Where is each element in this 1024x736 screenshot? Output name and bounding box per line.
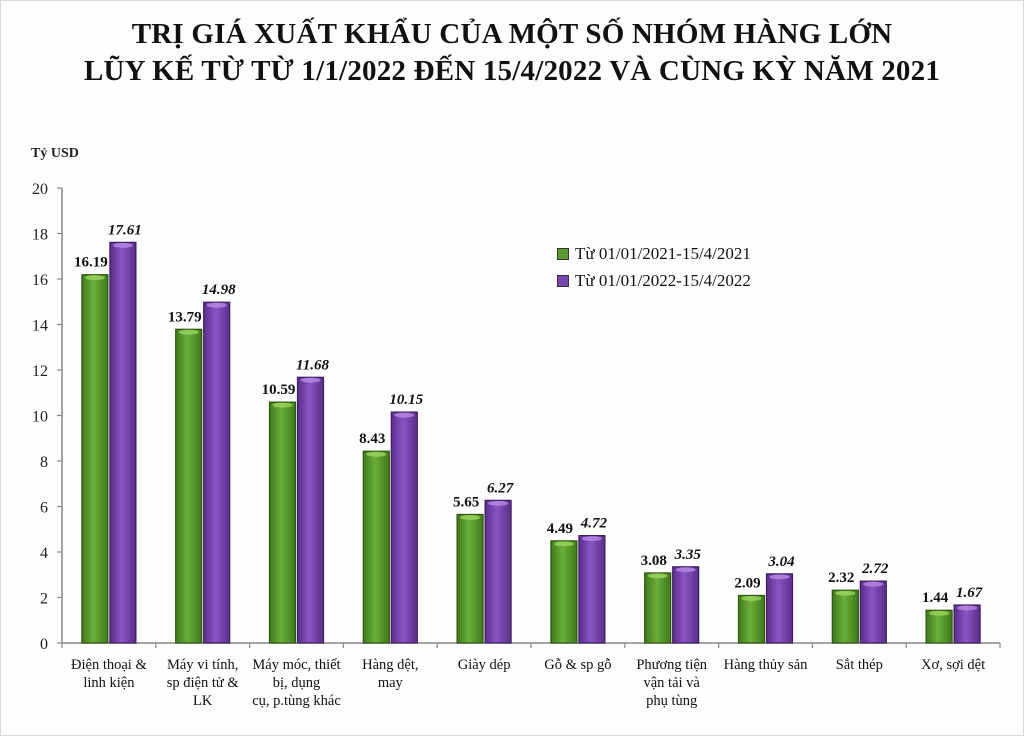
x-tick-label: Hàng thủy sản bbox=[723, 657, 808, 673]
x-tick-label: Hàng dệt, may bbox=[362, 657, 419, 691]
bar-2022: 14.98 bbox=[202, 282, 236, 644]
bar-2022: 11.68 bbox=[296, 357, 329, 644]
bar-2021: 4.49 bbox=[547, 521, 578, 644]
data-label: 4.72 bbox=[580, 516, 608, 532]
bar-2022: 17.61 bbox=[108, 222, 142, 644]
legend-swatch-purple bbox=[557, 274, 569, 287]
y-tick-label: 0 bbox=[40, 636, 48, 653]
y-tick-label: 2 bbox=[40, 591, 48, 608]
data-label: 10.59 bbox=[262, 382, 296, 398]
data-label: 11.68 bbox=[296, 357, 329, 373]
y-tick-label: 18 bbox=[32, 227, 48, 244]
x-tick-label: Máy móc, thiết bị, dụng cụ, p.tùng khác bbox=[252, 657, 341, 709]
bar-2022: 4.72 bbox=[578, 516, 608, 644]
bar-2021: 5.65 bbox=[453, 494, 484, 644]
data-label: 2.32 bbox=[828, 570, 854, 586]
bar-2021: 16.19 bbox=[74, 255, 109, 644]
y-tick-label: 6 bbox=[40, 500, 48, 517]
legend: Từ 01/01/2021-15/4/2021 Từ 01/01/2022-15… bbox=[557, 240, 751, 294]
x-tick-label: Giày dép bbox=[457, 657, 511, 673]
x-tick-label: Xơ, sợi dệt bbox=[921, 657, 986, 673]
x-tick-label: Máy vi tính, sp điện tử & LK bbox=[166, 657, 239, 709]
bar-2021: 1.44 bbox=[922, 590, 953, 644]
y-tick-label: 4 bbox=[40, 545, 48, 562]
y-tick-label: 20 bbox=[32, 181, 48, 198]
bar-2021: 8.43 bbox=[359, 431, 390, 644]
bar-2022: 3.35 bbox=[672, 547, 702, 644]
data-label: 2.09 bbox=[734, 575, 760, 591]
y-tick-label: 10 bbox=[32, 409, 48, 426]
y-axis-label: Tỷ USD bbox=[31, 146, 79, 161]
data-label: 4.49 bbox=[547, 521, 573, 537]
x-tick-label: Điện thoại & linh kiện bbox=[71, 657, 147, 691]
bar-2022: 6.27 bbox=[484, 480, 514, 644]
bar-2021: 10.59 bbox=[262, 382, 297, 644]
bar-2021: 2.09 bbox=[734, 575, 766, 644]
data-label: 17.61 bbox=[108, 222, 142, 238]
bar-2021: 3.08 bbox=[641, 553, 672, 644]
x-tick-label: Phương tiện vận tải và phụ tùng bbox=[636, 657, 708, 709]
data-label: 6.27 bbox=[487, 480, 514, 496]
y-tick-label: 16 bbox=[32, 272, 48, 289]
data-label: 1.44 bbox=[922, 590, 949, 606]
y-tick-label: 14 bbox=[32, 318, 48, 335]
bar-2022: 10.15 bbox=[389, 392, 424, 644]
data-label: 3.04 bbox=[767, 554, 795, 570]
bar-2021: 13.79 bbox=[168, 309, 203, 644]
data-label: 3.08 bbox=[641, 553, 667, 569]
bar-2022: 3.04 bbox=[765, 554, 795, 644]
x-tick-label: Gỗ & sp gỗ bbox=[544, 657, 612, 673]
data-label: 16.19 bbox=[74, 255, 108, 271]
y-tick-label: 12 bbox=[32, 363, 48, 380]
data-label: 5.65 bbox=[453, 494, 479, 510]
data-label: 1.67 bbox=[956, 585, 983, 601]
legend-item-2022: Từ 01/01/2022-15/4/2022 bbox=[557, 267, 751, 294]
data-label: 13.79 bbox=[168, 309, 202, 325]
legend-item-2021: Từ 01/01/2021-15/4/2021 bbox=[557, 240, 751, 267]
bar-2022: 2.72 bbox=[859, 561, 889, 644]
legend-label-2022: Từ 01/01/2022-15/4/2022 bbox=[575, 270, 751, 290]
data-label: 2.72 bbox=[861, 561, 889, 577]
data-label: 3.35 bbox=[674, 547, 702, 563]
y-tick-label: 8 bbox=[40, 454, 48, 471]
x-tick-label: Sắt thép bbox=[835, 657, 883, 673]
chart-subtitle: LŨY KẾ TỪ TỪ 1/1/2022 ĐẾN 15/4/2022 VÀ C… bbox=[83, 55, 941, 87]
bar-2022: 1.67 bbox=[953, 585, 983, 644]
data-label: 14.98 bbox=[202, 282, 236, 298]
bar-2021: 2.32 bbox=[828, 570, 859, 644]
data-label: 8.43 bbox=[359, 431, 385, 447]
data-label: 10.15 bbox=[389, 392, 423, 408]
legend-label-2021: Từ 01/01/2021-15/4/2021 bbox=[575, 243, 751, 263]
chart-title: TRỊ GIÁ XUẤT KHẨU CỦA MỘT SỐ NHÓM HÀNG L… bbox=[131, 18, 893, 50]
legend-swatch-green bbox=[557, 247, 569, 260]
